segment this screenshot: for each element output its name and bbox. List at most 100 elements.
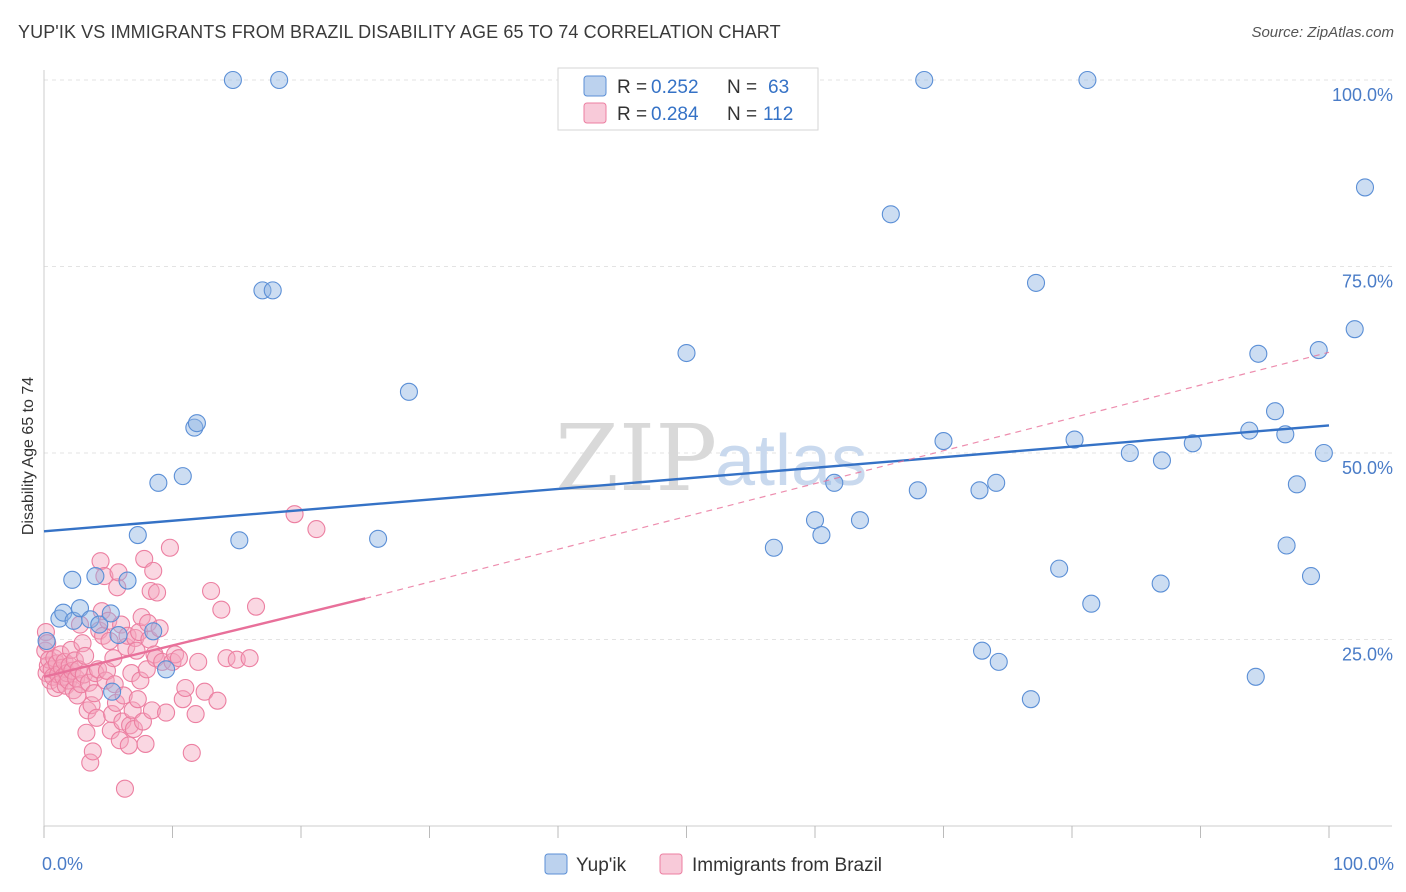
series-brazil-points bbox=[36, 505, 326, 798]
brazil-point-52 bbox=[103, 705, 122, 724]
brazil-point-90 bbox=[157, 703, 176, 722]
brazil-point-83 bbox=[142, 701, 161, 720]
brazil-point-100 bbox=[195, 682, 214, 701]
yupik-point-52 bbox=[1249, 344, 1268, 363]
brazil-point-68 bbox=[123, 701, 142, 720]
yupik-point-37 bbox=[972, 641, 992, 660]
legend-r-value-2: 0.284 bbox=[651, 104, 699, 125]
brazil-point-0 bbox=[36, 641, 55, 660]
brazil-point-55 bbox=[106, 693, 126, 712]
yupik-point-35 bbox=[934, 432, 953, 451]
yupik-point-33 bbox=[908, 481, 927, 500]
brazil-point-97 bbox=[182, 743, 201, 762]
brazil-point-56 bbox=[108, 578, 127, 597]
yupik-point-28 bbox=[805, 511, 825, 530]
brazil-point-32 bbox=[77, 723, 96, 742]
y-tick-label-75: 75.0% bbox=[1342, 272, 1393, 292]
bottom-legend: Yup'ik Immigrants from Brazil bbox=[544, 853, 882, 876]
brazil-point-95 bbox=[173, 690, 192, 709]
yupik-point-6 bbox=[86, 567, 105, 586]
brazil-point-106 bbox=[240, 649, 259, 668]
brazil-point-108 bbox=[285, 505, 304, 524]
yupik-point-8 bbox=[101, 604, 120, 623]
yupik-point-21 bbox=[253, 281, 272, 300]
bottom-legend-swatch-yupik bbox=[544, 853, 568, 875]
legend-n-value-2: 112 bbox=[763, 104, 793, 125]
watermark-atlas: atlas bbox=[715, 421, 867, 501]
bottom-legend-swatch-brazil bbox=[659, 853, 683, 875]
yupik-point-32 bbox=[881, 205, 900, 224]
yupik-point-25 bbox=[399, 382, 418, 401]
yupik-point-12 bbox=[128, 526, 147, 545]
legend-n-label-2: N = bbox=[727, 104, 757, 125]
yupik-point-26 bbox=[677, 343, 696, 363]
brazil-point-82 bbox=[141, 581, 160, 601]
y-axis-label: Disability Age 65 to 74 bbox=[20, 377, 37, 535]
bottom-legend-label-yupik: Yup'ik bbox=[576, 855, 627, 876]
y-tick-label-25: 25.0% bbox=[1342, 645, 1393, 665]
legend-r-value-1: 0.252 bbox=[651, 77, 699, 98]
yupik-point-9 bbox=[103, 682, 122, 701]
x-tick-label-left: 0.0% bbox=[42, 854, 83, 874]
legend: R = 0.252 N = 63 R = 0.284 N = 112 bbox=[557, 67, 819, 131]
yupik-point-38 bbox=[987, 473, 1006, 492]
brazil-point-103 bbox=[212, 600, 231, 619]
brazil-point-74 bbox=[131, 671, 150, 690]
yupik-point-27 bbox=[764, 538, 783, 557]
brazil-point-47 bbox=[96, 671, 115, 690]
brazil-point-107 bbox=[246, 597, 266, 616]
watermark: ZIP atlas bbox=[555, 405, 867, 512]
legend-swatch-yupik bbox=[583, 75, 607, 97]
brazil-point-40 bbox=[87, 708, 106, 727]
yupik-point-62 bbox=[37, 631, 56, 651]
yupik-point-49 bbox=[1183, 434, 1202, 453]
yupik-point-2 bbox=[63, 570, 82, 589]
source-label: Source: ZipAtlas.com bbox=[1251, 24, 1394, 41]
brazil-point-58 bbox=[110, 731, 129, 750]
yupik-point-24 bbox=[369, 529, 388, 548]
brazil-point-101 bbox=[202, 581, 221, 601]
brazil-point-87 bbox=[148, 583, 167, 602]
brazil-point-38 bbox=[85, 684, 104, 703]
yupik-point-53 bbox=[1265, 402, 1285, 421]
yupik-point-22 bbox=[263, 281, 282, 300]
yupik-point-19 bbox=[223, 70, 242, 90]
yupik-point-16 bbox=[173, 467, 192, 486]
series-yupik-points bbox=[37, 70, 1375, 709]
yupik-point-44 bbox=[1078, 70, 1097, 90]
yupik-point-30 bbox=[825, 473, 844, 492]
gridlines bbox=[44, 79, 1392, 640]
brazil-point-94 bbox=[169, 649, 188, 668]
yupik-point-59 bbox=[1314, 443, 1333, 463]
legend-n-label-1: N = bbox=[727, 77, 757, 98]
brazil-point-96 bbox=[176, 678, 195, 698]
yupik-point-13 bbox=[144, 622, 163, 641]
y-tick-labels: 25.0% 50.0% 75.0% 100.0% bbox=[1332, 85, 1393, 665]
yupik-point-20 bbox=[230, 531, 249, 550]
trend-line-brazil-solid bbox=[43, 597, 366, 678]
yupik-point-7 bbox=[90, 615, 109, 634]
yupik-point-29 bbox=[812, 526, 831, 545]
brazil-point-31 bbox=[76, 646, 95, 665]
chart-title: YUP'IK VS IMMIGRANTS FROM BRAZIL DISABIL… bbox=[18, 22, 781, 42]
yupik-point-55 bbox=[1277, 536, 1296, 555]
brazil-point-61 bbox=[114, 686, 133, 705]
trend-lines bbox=[43, 351, 1330, 678]
yupik-point-34 bbox=[915, 70, 934, 90]
yupik-point-4 bbox=[70, 599, 90, 618]
yupik-point-10 bbox=[109, 625, 128, 645]
yupik-point-23 bbox=[270, 70, 289, 90]
brazil-point-72 bbox=[128, 690, 147, 709]
brazil-point-102 bbox=[208, 691, 227, 710]
legend-swatch-brazil bbox=[583, 102, 607, 124]
brazil-point-78 bbox=[136, 734, 155, 753]
yupik-point-56 bbox=[1287, 475, 1306, 494]
brazil-point-69 bbox=[124, 719, 143, 739]
axes bbox=[43, 70, 1392, 827]
x-tick-label-right: 100.0% bbox=[1333, 854, 1394, 874]
yupik-point-18 bbox=[187, 414, 206, 433]
brazil-point-50 bbox=[100, 631, 119, 651]
yupik-point-46 bbox=[1120, 443, 1139, 463]
x-ticks bbox=[43, 826, 1330, 838]
